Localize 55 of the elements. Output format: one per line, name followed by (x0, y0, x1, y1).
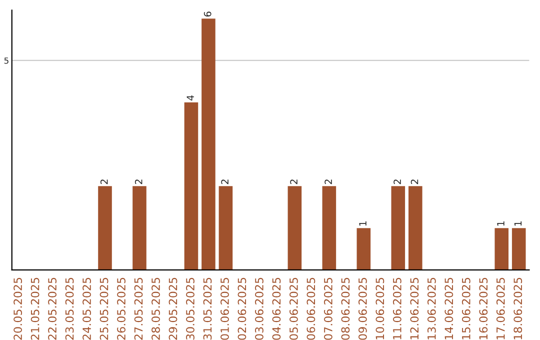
data-label: 4 (186, 95, 194, 101)
bar (512, 228, 526, 270)
bar (322, 186, 336, 270)
x-tick-label: 16.06.2025 (479, 278, 488, 340)
data-label: 2 (394, 180, 401, 184)
data-label: 2 (410, 180, 418, 184)
x-tick-label: 26.05.2025 (117, 278, 126, 340)
bar (98, 186, 112, 270)
bar (288, 186, 302, 270)
x-tick-label: 09.06.2025 (358, 278, 367, 340)
x-tick-label: 18.06.2025 (514, 278, 522, 340)
y-tick-label: 5 (4, 58, 8, 64)
x-tick-label: 14.06.2025 (444, 278, 454, 340)
x-tick-label: 25.05.2025 (100, 278, 108, 340)
x-tick-label: 11.06.2025 (392, 278, 402, 340)
x-tick-label: 08.06.2025 (341, 278, 350, 340)
x-tick-label: 27.05.2025 (134, 278, 143, 340)
x-tick-label: 30.05.2025 (186, 278, 194, 340)
x-tick-label: 15.06.2025 (462, 278, 470, 340)
x-tick-label: 29.05.2025 (168, 278, 178, 340)
x-tick-label: 05.06.2025 (290, 278, 298, 340)
bar (408, 186, 422, 270)
bar (218, 186, 233, 270)
x-tick-label: 12.06.2025 (410, 278, 419, 340)
data-label: 6 (204, 12, 212, 17)
x-tick-label: 01.06.2025 (220, 278, 229, 340)
data-label: 2 (221, 180, 228, 184)
x-tick-label: 23.05.2025 (65, 278, 74, 340)
bar (494, 228, 509, 270)
data-label: 1 (359, 221, 366, 226)
x-tick-label: 04.06.2025 (272, 278, 281, 340)
data-label: 1 (514, 221, 522, 226)
bar (391, 186, 406, 270)
data-label: 2 (290, 180, 298, 184)
bar (132, 186, 146, 270)
x-tick-label: 28.05.2025 (152, 278, 160, 340)
x-tick-label: 07.06.2025 (324, 278, 332, 340)
data-label: 2 (134, 180, 142, 184)
x-tick-label: 17.06.2025 (496, 278, 505, 340)
data-label: 2 (324, 180, 332, 184)
x-tick-label: 22.05.2025 (48, 278, 56, 340)
bar (356, 228, 371, 270)
data-label: 2 (100, 180, 108, 184)
x-tick-label: 21.05.2025 (30, 278, 40, 340)
x-tick-label: 13.06.2025 (427, 278, 436, 340)
x-tick-label: 24.05.2025 (82, 278, 91, 340)
x-tick-label: 31.05.2025 (203, 278, 212, 340)
bar (184, 102, 198, 270)
x-tick-label: 20.05.2025 (14, 278, 22, 340)
bar (202, 18, 216, 270)
x-tick-label: 03.06.2025 (255, 278, 264, 340)
x-tick-label: 10.06.2025 (376, 278, 384, 340)
x-tick-label: 06.06.2025 (306, 278, 316, 340)
data-label: 1 (497, 221, 504, 226)
x-tick-label: 02.06.2025 (238, 278, 246, 340)
